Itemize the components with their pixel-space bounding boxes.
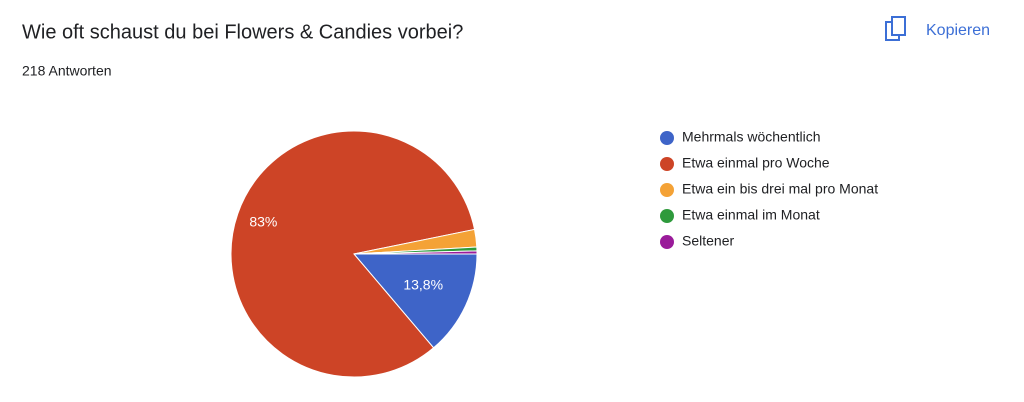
title: Wie oft schaust du bei Flowers & Candies… (22, 21, 463, 43)
legend-label: Etwa ein bis drei mal pro Monat (682, 181, 878, 197)
legend-swatch (660, 209, 674, 223)
slice-label: 83% (249, 213, 277, 229)
legend-label: Mehrmals wöchentlich (682, 129, 821, 145)
button-label[interactable]: Kopieren (926, 22, 990, 39)
legend-swatch (660, 235, 674, 249)
pie-slice (352, 253, 478, 349)
slice-label: 13,8% (403, 277, 443, 293)
legend-swatch (660, 157, 674, 171)
pie-slice (230, 130, 476, 378)
legend-label: Seltener (682, 233, 734, 249)
legend-swatch (660, 183, 674, 197)
legend-swatch (660, 131, 674, 145)
copy-icon[interactable] (891, 16, 906, 36)
legend-label: Etwa einmal im Monat (682, 207, 820, 223)
subtitle: 218 Antworten (22, 63, 112, 79)
pie-slice (353, 250, 478, 255)
copy-button[interactable]: Kopieren (872, 12, 1016, 50)
legend-label: Etwa einmal pro Woche (682, 155, 830, 171)
